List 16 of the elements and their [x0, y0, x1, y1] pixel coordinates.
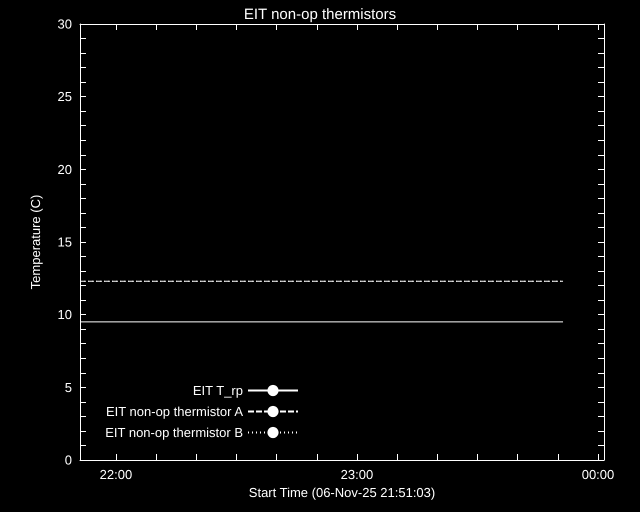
x-tick-label: 22:00: [100, 467, 132, 482]
x-tick-label: 23:00: [340, 467, 374, 482]
y-axis-title: Temperature (C): [28, 194, 43, 290]
legend-label: EIT non-op thermistor B: [105, 425, 243, 440]
y-tick-label: 30: [58, 16, 72, 32]
legend-label: EIT non-op thermistor A: [106, 404, 244, 419]
y-tick-label: 10: [58, 307, 72, 322]
y-tick-label: 5: [64, 380, 72, 395]
x-tick-label: 00:00: [582, 467, 614, 482]
x-axis-title: Start Time (06-Nov-25 21:51:03): [248, 484, 436, 500]
y-tick-label: 0: [64, 452, 72, 468]
y-tick-label: 20: [58, 162, 72, 177]
chart-title: EIT non-op thermistors: [244, 6, 396, 23]
y-tick-label: 25: [58, 89, 72, 104]
legend-label: EIT T_rp: [192, 383, 243, 398]
y-tick-label: 15: [58, 234, 72, 250]
